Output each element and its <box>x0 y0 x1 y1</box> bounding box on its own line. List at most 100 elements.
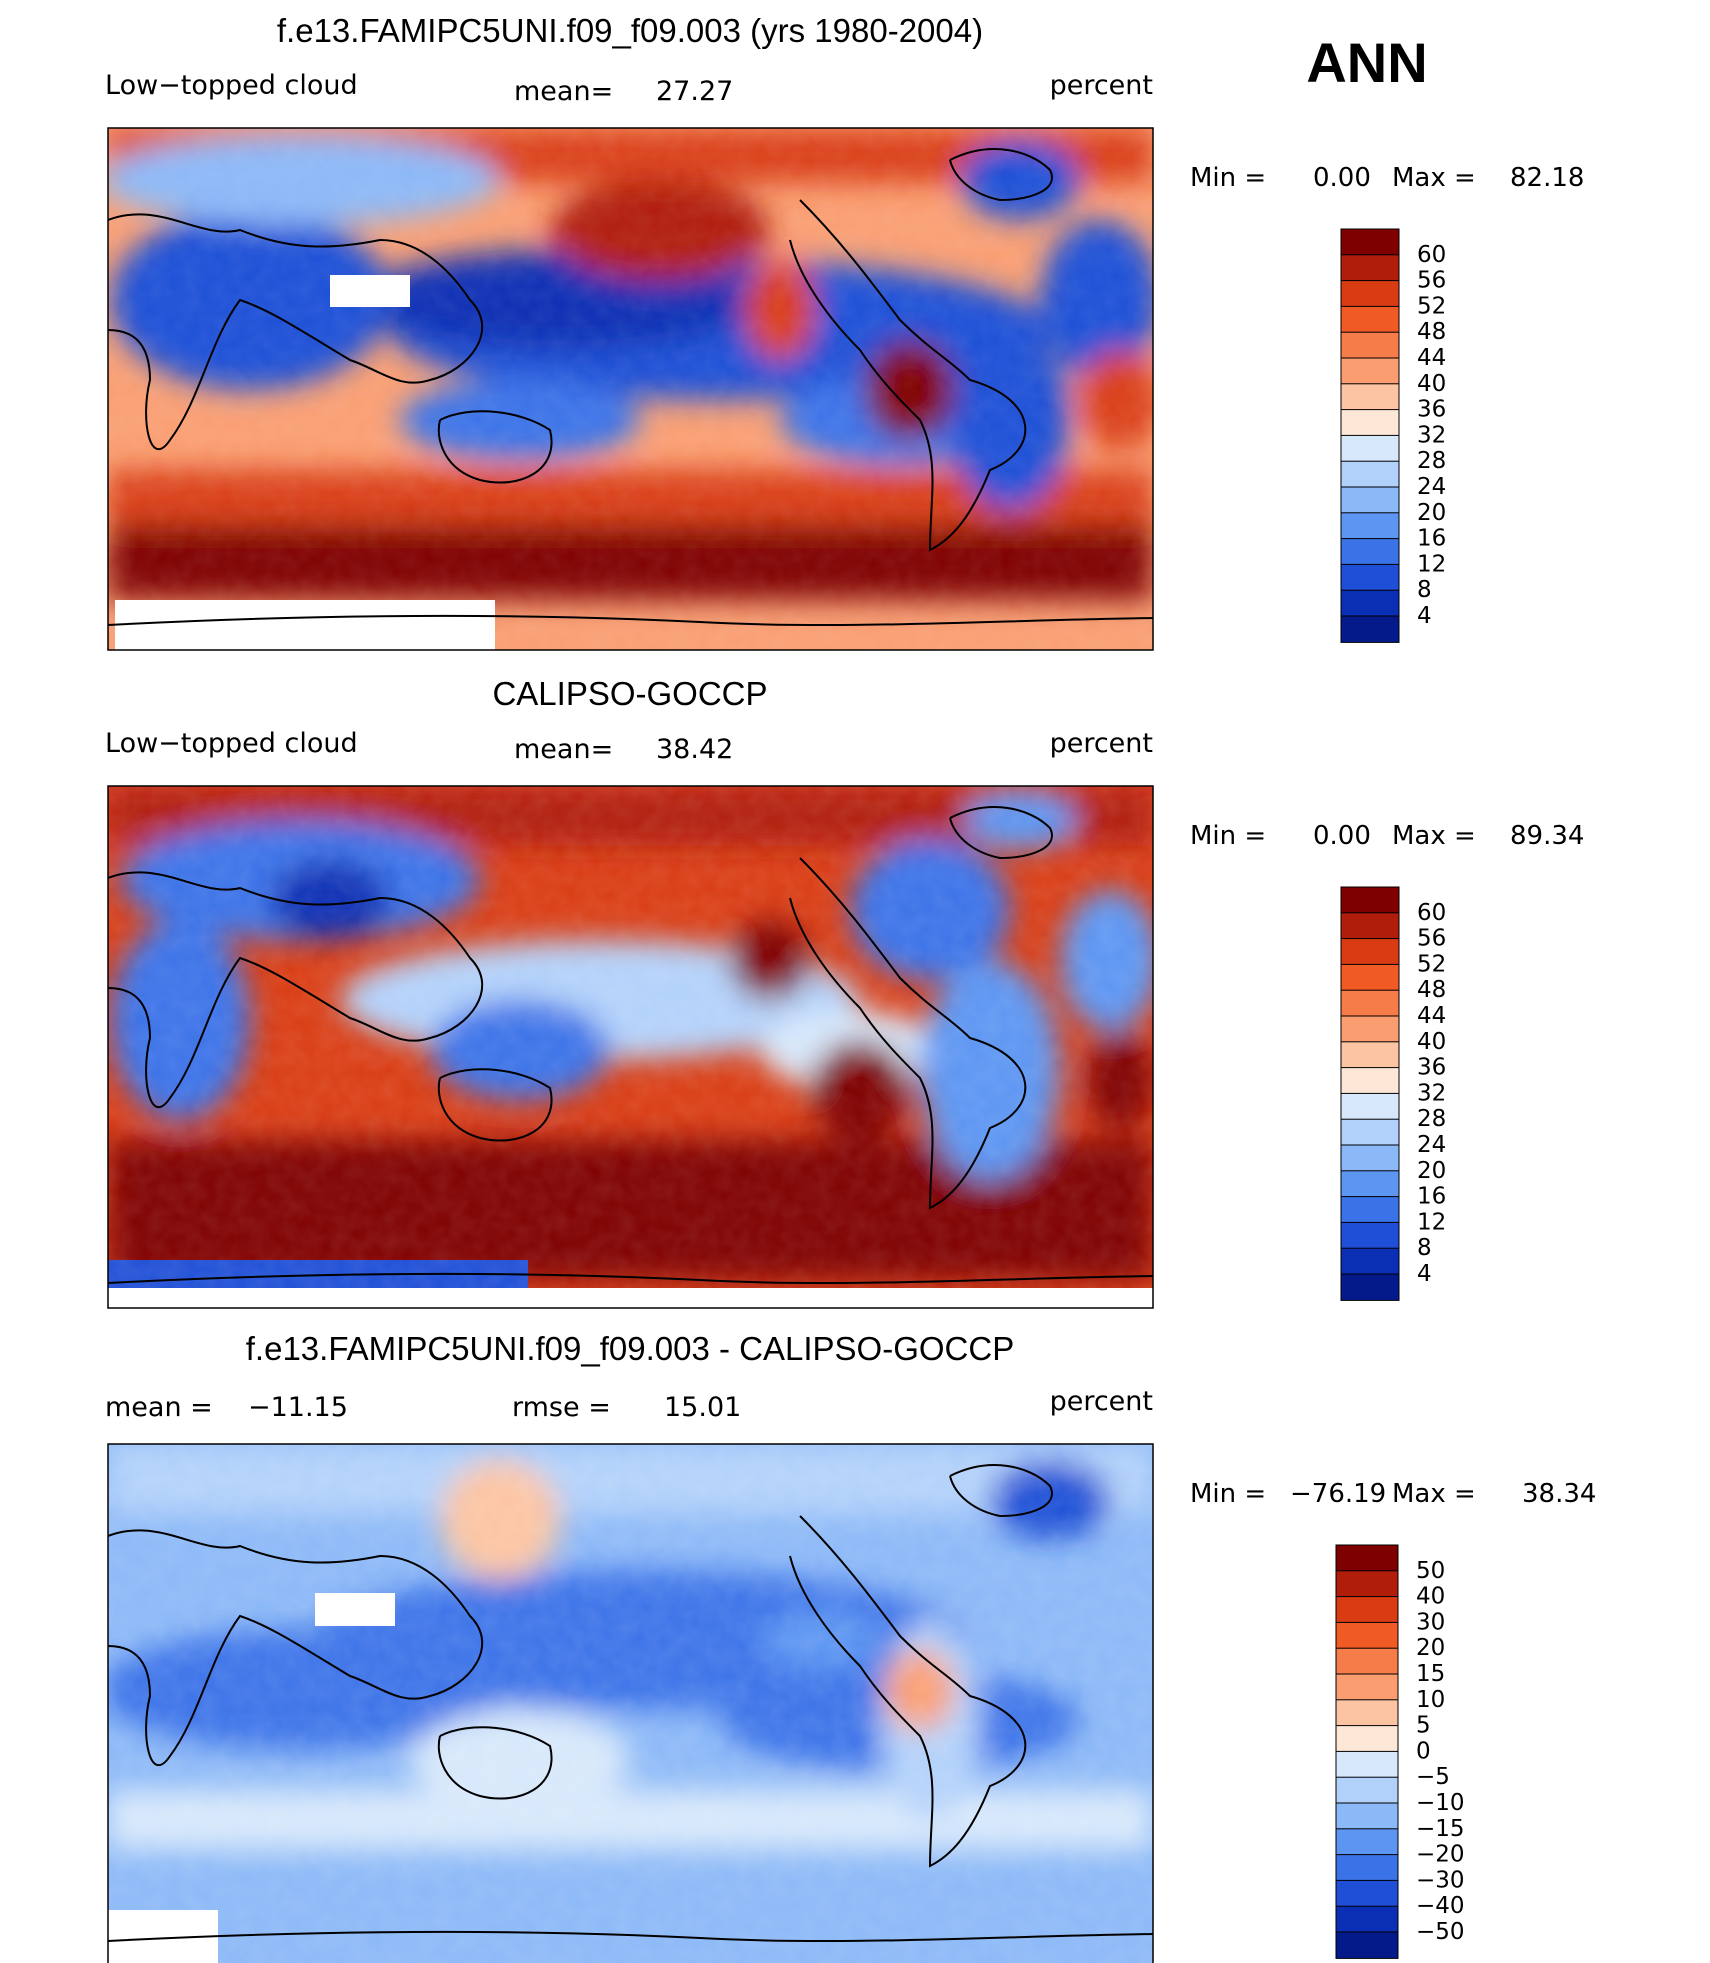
map-frame <box>107 785 1154 1309</box>
colorbar-tick-label: 44 <box>1417 345 1446 371</box>
colorbar-tick-label: 60 <box>1417 242 1446 268</box>
colorbar-tick-label: 5 <box>1416 1713 1431 1739</box>
season-label: ANN <box>1306 31 1427 94</box>
colorbar-swatch <box>1335 1699 1399 1727</box>
colorbar-swatch <box>1335 1570 1399 1598</box>
mean-label: mean= <box>514 76 613 107</box>
colorbar-swatch <box>1340 1273 1400 1301</box>
min-value: 0.00 <box>1313 163 1371 193</box>
units-label: percent <box>1050 728 1153 759</box>
coastlines <box>108 1464 1153 1943</box>
colorbar-tick-label: 16 <box>1417 526 1446 552</box>
rmse-value: 15.01 <box>664 1392 741 1423</box>
colorbar-tick-label: 40 <box>1417 371 1446 397</box>
colorbar-swatch <box>1335 1931 1399 1959</box>
colorbar-tick-label: −20 <box>1416 1842 1465 1868</box>
variable-label: Low−topped cloud <box>105 70 358 101</box>
colorbar-tick-label: 8 <box>1417 1235 1432 1261</box>
colorbar-tick-label: −40 <box>1416 1893 1465 1919</box>
colorbar-tick-label: 32 <box>1417 422 1446 448</box>
max-label: Max = <box>1392 163 1476 193</box>
colorbar-swatch <box>1340 512 1400 540</box>
colorbar-tick-label: −30 <box>1416 1867 1465 1893</box>
colorbar-swatch <box>1335 1596 1399 1624</box>
max-label: Max = <box>1392 821 1476 851</box>
colorbar-swatch <box>1340 912 1400 940</box>
colorbar-tick-label: 52 <box>1417 951 1446 977</box>
colorbar-tick-label: 12 <box>1417 551 1446 577</box>
colorbar-tick-label: 48 <box>1417 319 1446 345</box>
colorbar-swatch <box>1340 254 1400 282</box>
max-value: 38.34 <box>1522 1479 1596 1509</box>
colorbar-tick-label: 28 <box>1417 1106 1446 1132</box>
colorbar-swatch <box>1340 1092 1400 1121</box>
coastlines <box>108 806 1153 1285</box>
colorbar-swatch <box>1335 1854 1399 1882</box>
colorbar-tick-label: 4 <box>1417 1261 1432 1287</box>
units-label: percent <box>1050 70 1153 101</box>
colorbar-tick-label: 56 <box>1417 268 1446 294</box>
colorbar-swatch <box>1340 938 1400 966</box>
colorbar-tick-label: 52 <box>1417 293 1446 319</box>
map-field <box>108 1444 1153 1963</box>
colorbar-swatch <box>1340 538 1400 566</box>
mean-label: mean= <box>514 734 613 765</box>
colorbar-swatch <box>1340 1196 1400 1224</box>
colorbar-swatch <box>1340 486 1400 514</box>
colorbar-tick-label: 40 <box>1416 1584 1445 1610</box>
rmse-label: rmse = <box>512 1392 611 1423</box>
colorbar-tick-label: 28 <box>1417 448 1446 474</box>
colorbar-swatch <box>1340 280 1400 308</box>
colorbar-swatch <box>1335 1776 1399 1805</box>
colorbar-tick-label: 0 <box>1416 1738 1431 1764</box>
mean-value: −11.15 <box>248 1392 348 1423</box>
colorbar-tick-label: 20 <box>1417 1158 1446 1184</box>
colorbar-swatch <box>1340 1067 1400 1095</box>
min-value: 0.00 <box>1313 821 1371 851</box>
colorbar-swatch <box>1335 1879 1399 1908</box>
colorbar-swatch <box>1340 1041 1400 1069</box>
colorbar-tick-label: 10 <box>1416 1687 1445 1713</box>
colorbar-tick-label: 12 <box>1417 1209 1446 1235</box>
colorbar-tick-label: 15 <box>1416 1661 1445 1687</box>
colorbar-swatch <box>1335 1905 1399 1934</box>
colorbar-swatch <box>1340 357 1400 385</box>
colorbar-swatch <box>1335 1750 1399 1779</box>
colorbar-tick-label: −50 <box>1416 1919 1465 1945</box>
colorbar-tick-label: 32 <box>1417 1080 1446 1106</box>
colorbar-swatch <box>1340 434 1400 463</box>
min-label: Min = <box>1190 821 1266 851</box>
colorbar-swatch <box>1335 1828 1399 1856</box>
colorbar-swatch <box>1340 589 1400 618</box>
max-value: 82.18 <box>1510 163 1584 193</box>
panel-diff: f.e13.FAMIPC5UNI.f09_f09.003 - CALIPSO-G… <box>105 1330 1596 1963</box>
colorbar-tick-label: 36 <box>1417 1055 1446 1081</box>
map-frame <box>107 127 1154 651</box>
colorbar-swatch <box>1340 615 1400 643</box>
colorbar-tick-label: 16 <box>1417 1184 1446 1210</box>
colorbar-swatch <box>1340 1144 1400 1172</box>
colorbar-swatch <box>1340 305 1400 334</box>
units-label: percent <box>1050 1386 1153 1417</box>
colorbar-tick-label: −5 <box>1416 1764 1450 1790</box>
colorbar-swatch <box>1340 383 1400 411</box>
colorbar-tick-label: 44 <box>1417 1003 1446 1029</box>
colorbar-swatch <box>1340 563 1400 592</box>
panel-obs: CALIPSO-GOCCP Low−topped cloud mean= 38.… <box>105 675 1584 1309</box>
colorbar-tick-label: 24 <box>1417 474 1446 500</box>
colorbar-swatch <box>1340 1170 1400 1198</box>
min-label: Min = <box>1190 163 1266 193</box>
mean-value: 27.27 <box>656 76 733 107</box>
min-label: Min = <box>1190 1479 1266 1509</box>
colorbar-swatch <box>1340 460 1400 489</box>
colorbar-swatch <box>1340 1118 1400 1147</box>
colorbar-swatch <box>1335 1621 1399 1650</box>
colorbar-swatch <box>1340 1015 1400 1043</box>
colorbar-swatch <box>1340 1247 1400 1276</box>
colorbar-tick-label: 56 <box>1417 926 1446 952</box>
colorbar-swatch <box>1335 1544 1399 1572</box>
colorbar-tick-label: −15 <box>1416 1816 1465 1842</box>
